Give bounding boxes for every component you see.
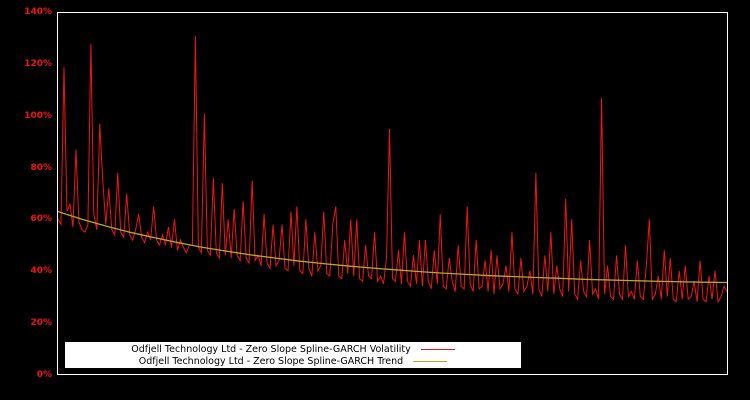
volatility-series: [58, 36, 727, 304]
volatility-line-swatch: [420, 348, 455, 350]
chart-canvas: [58, 36, 727, 304]
y-tick-label: 60%: [30, 214, 52, 225]
plot-area: Odfjell Technology Ltd - Zero Slope Spli…: [57, 12, 728, 375]
legend-label-volatility: Odfjell Technology Ltd - Zero Slope Spli…: [131, 343, 411, 355]
legend: Odfjell Technology Ltd - Zero Slope Spli…: [65, 342, 521, 368]
y-tick-label: 120%: [24, 58, 52, 69]
legend-entry-trend: Odfjell Technology Ltd - Zero Slope Spli…: [65, 355, 521, 367]
y-tick-label: 100%: [24, 110, 52, 121]
legend-label-trend: Odfjell Technology Ltd - Zero Slope Spli…: [138, 355, 404, 367]
y-tick-label: 20%: [30, 318, 52, 329]
legend-entry-volatility: Odfjell Technology Ltd - Zero Slope Spli…: [65, 343, 521, 355]
y-tick-label: 0%: [36, 370, 52, 380]
trend-series: [58, 210, 727, 284]
trend-line-swatch: [413, 360, 448, 362]
y-tick-label: 140%: [24, 7, 52, 17]
y-tick-label: 40%: [30, 266, 52, 277]
y-tick-label: 80%: [30, 162, 52, 173]
